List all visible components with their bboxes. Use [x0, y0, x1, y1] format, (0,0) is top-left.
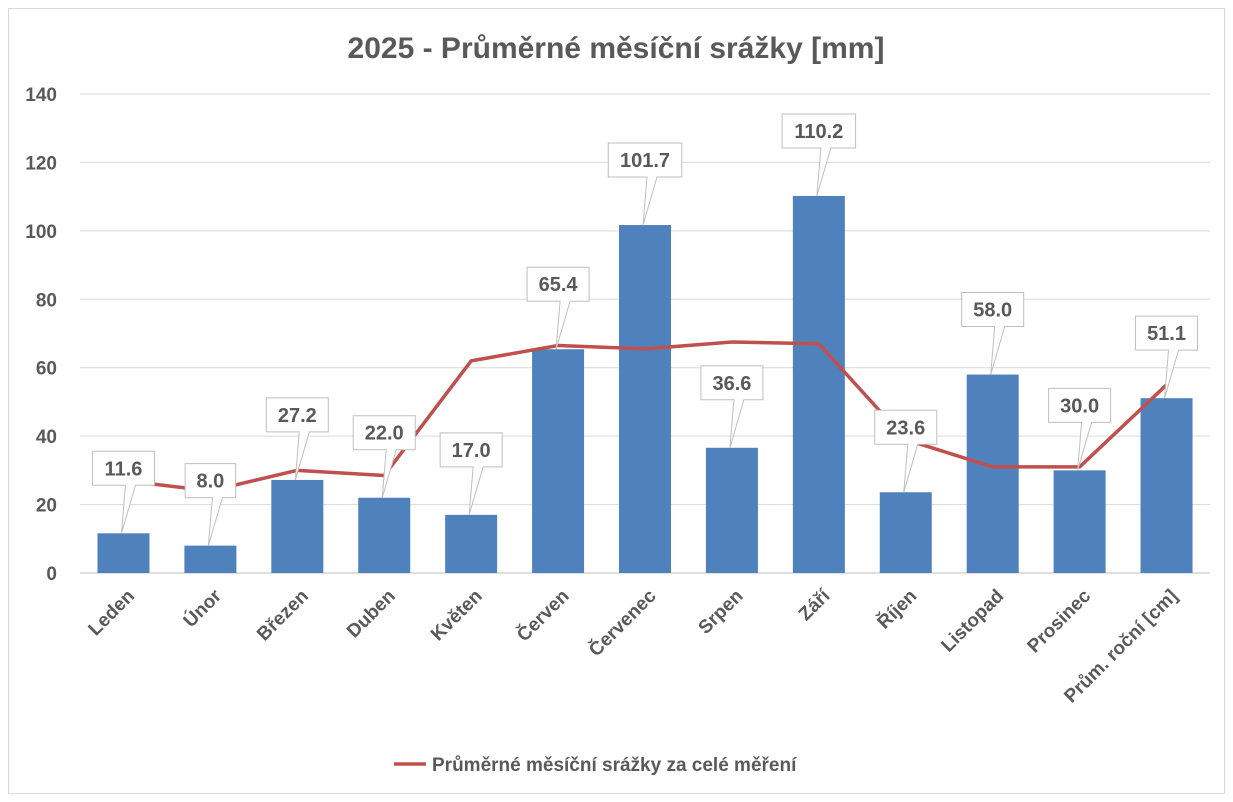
x-tick-label: Leden	[85, 586, 139, 640]
data-label-box	[700, 365, 764, 448]
data-label-box	[961, 292, 1025, 375]
bar	[1053, 470, 1106, 573]
legend-label: Průměrné měsíční srážky za celé měření	[432, 755, 797, 776]
chart-title: 2025 - Průměrné měsíční srážky [mm]	[348, 32, 885, 65]
data-label-box	[439, 432, 503, 515]
y-axis-ticks: 0 20 40 60 80 100 120 140	[25, 85, 57, 585]
data-label-box	[352, 415, 416, 498]
data-label: 58.0	[961, 292, 1025, 375]
data-label: 110.2	[781, 113, 857, 197]
data-label: 8.0	[184, 463, 237, 546]
y-tick-label: 80	[36, 290, 57, 311]
data-label-box	[607, 142, 683, 226]
data-labels: 11.6 8.0 27.2 22.0 17.0 65.4 101.7 36.6 110.2 23.…	[91, 113, 1199, 546]
data-label-text: 8.0	[196, 471, 224, 493]
data-label: 30.0	[1048, 387, 1112, 471]
data-label-text: 58.0	[973, 300, 1012, 322]
data-label-box	[91, 450, 155, 534]
data-label-box	[1135, 315, 1199, 399]
data-label-text: 23.6	[886, 417, 925, 439]
data-label: 11.6	[91, 450, 155, 534]
data-label-text: 51.1	[1147, 323, 1186, 345]
x-tick-label: Prosinec	[1024, 585, 1096, 657]
data-label-box	[526, 266, 590, 350]
data-label-text: 17.0	[452, 440, 491, 462]
data-label: 17.0	[439, 432, 503, 515]
data-label-box	[781, 113, 857, 197]
bars	[97, 195, 1193, 574]
y-tick-label: 120	[25, 153, 57, 174]
x-tick-label: Říjen	[873, 585, 921, 633]
data-label-text: 30.0	[1060, 395, 1099, 417]
bar	[532, 349, 585, 573]
data-label-box	[1048, 387, 1112, 471]
x-tick-label: Květen	[427, 586, 487, 646]
chart-frame	[8, 8, 1225, 794]
data-label-text: 22.0	[365, 423, 404, 445]
data-label: 65.4	[526, 266, 590, 350]
data-label: 23.6	[874, 409, 938, 493]
x-axis-ticks: Leden Únor Březen Duben Květen Červen Červenec…	[85, 585, 1182, 708]
y-tick-label: 100	[25, 222, 57, 243]
x-tick-label: Září	[795, 585, 835, 625]
bar	[966, 374, 1019, 573]
y-tick-label: 20	[36, 496, 57, 517]
x-tick-label: Únor	[179, 585, 226, 632]
bar	[879, 492, 932, 573]
bar	[97, 533, 150, 573]
data-label-text: 27.2	[278, 405, 317, 427]
y-tick-label: 40	[36, 427, 57, 448]
data-label-text: 101.7	[620, 150, 670, 172]
data-label-text: 110.2	[794, 121, 843, 143]
bar	[184, 545, 237, 573]
data-label-text: 11.6	[105, 458, 143, 480]
x-tick-label: Červenec	[584, 585, 660, 661]
bar	[619, 225, 671, 573]
data-label: 27.2	[265, 397, 329, 481]
x-tick-label: Březen	[253, 586, 313, 646]
bar	[271, 479, 324, 573]
data-label-text: 65.4	[539, 274, 579, 296]
data-label-text: 36.6	[712, 373, 751, 395]
y-tick-label: 140	[25, 85, 57, 106]
legend: Průměrné měsíční srážky za celé měření	[394, 755, 797, 776]
x-tick-label: Srpen	[695, 586, 748, 639]
bar	[445, 514, 498, 573]
data-label-box	[265, 397, 329, 481]
data-label: 22.0	[352, 415, 416, 498]
x-tick-label: Listopad	[937, 586, 1008, 657]
bar	[705, 447, 758, 573]
x-tick-label: Červen	[513, 585, 574, 646]
data-label-box	[874, 409, 938, 493]
bar	[792, 195, 845, 574]
bar	[1140, 398, 1193, 573]
y-tick-label: 0	[46, 564, 57, 585]
data-label: 36.6	[700, 365, 764, 448]
data-label-box	[184, 463, 237, 546]
bar	[358, 497, 411, 573]
x-tick-label: Duben	[343, 586, 400, 643]
y-tick-label: 60	[36, 359, 57, 380]
data-label: 101.7	[607, 142, 683, 226]
data-label: 51.1	[1135, 315, 1199, 399]
